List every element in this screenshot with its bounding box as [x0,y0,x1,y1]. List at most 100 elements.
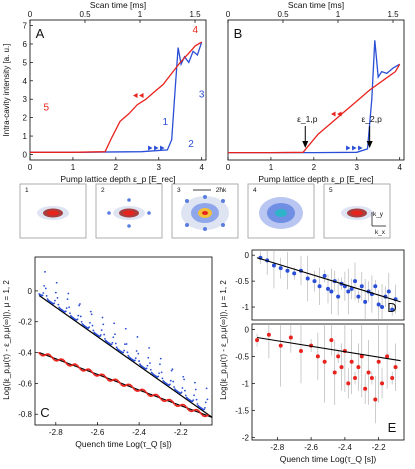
x-axis-title: Pump lattice depth ε_p [E_rec] [258,174,373,184]
data-point-red [170,399,173,402]
data-point-blue [159,357,162,360]
y-tick-label: 2 [23,114,28,123]
data-point-blue [173,386,176,388]
data-point-blue [172,380,175,383]
direction-arrow [160,145,165,151]
data-point-blue [136,336,139,338]
data-point [288,335,293,340]
data-point-blue [193,394,195,397]
fit-line [256,257,401,303]
y-tick-label: -1 [242,379,250,388]
data-point [329,338,334,343]
data-point [315,354,320,359]
x-tick-label: 3 [157,163,162,172]
data-point-blue [146,364,149,367]
top-tick-label: 1.5 [189,10,201,19]
marker-label: 5 [44,102,50,113]
x-tick-label: -2.2 [372,443,386,452]
top-tick-label: 1 [138,10,143,19]
data-point-red [105,377,108,380]
y-axis-title: Log(|ε_p,μ(τ) - ε_p,μ(∞)|), μ = 1, 2 [2,280,11,400]
snapshot-cloud [123,210,135,216]
annotation-label: ε_2,p [361,114,382,124]
snapshot-peak [203,227,207,231]
top-tick-label: 0 [226,10,231,19]
data-point-red [64,361,67,364]
data-point [285,268,290,273]
data-point-red [199,411,202,414]
panel-label: E [388,420,397,435]
annotation-label: ε_1,p [297,114,318,124]
data-point [278,343,283,348]
data-point-blue [149,362,151,364]
x-tick-label: 1 [269,163,274,172]
data-point-blue [89,310,92,313]
y-tick-label: -2 [242,433,250,442]
x-tick-label: 4 [397,163,402,172]
annotation-arrowhead [366,141,373,149]
data-point [390,307,395,312]
y-axis-title: Log(|ε_p,μ(τ) - ε_p,μ(∞)|), μ = 1, 2 [219,280,228,400]
data-point-blue [88,326,91,329]
direction-arrow [346,145,351,151]
series-line-1 [30,41,203,153]
data-point-blue [157,375,160,378]
fit-line [256,336,401,362]
data-point-blue [66,298,69,301]
data-point-blue [124,343,126,346]
scale-bar-label: 2ħk [216,187,227,194]
x-tick-label: -2.2 [174,428,188,437]
data-point-red [65,362,68,365]
k-axis-y-label: k_y [373,211,384,218]
data-point-blue [104,337,106,340]
data-point-blue [122,351,125,354]
x-axis-title: Pump lattice depth ε_p [E_rec] [60,174,175,184]
y-tick-label: -0.2 [18,318,32,327]
y-tick-label: 0 [28,287,33,296]
y-tick-label: 7 [23,22,28,31]
data-point-red [75,363,78,366]
x-tick-label: -2.8 [270,443,284,452]
series-line-2 [30,41,203,153]
top-tick-label: 0.5 [277,10,289,19]
data-point [393,365,398,370]
direction-arrow [133,93,138,99]
data-point [349,359,354,364]
x-tick-label: 2 [312,163,317,172]
y-tick-label: -1.5 [235,406,249,415]
direction-arrow [331,111,336,117]
x-axis-title: Quench time Log(τ_Q [s]) [75,439,172,449]
data-point [386,289,391,294]
data-point-red [90,370,93,373]
x-tick-label: -2.8 [49,428,63,437]
data-point [312,279,317,284]
data-point-red [118,381,121,384]
data-point-red [184,405,187,408]
data-point-blue [64,310,67,313]
snapshot-peak [127,224,131,228]
series-line-2 [228,63,401,154]
data-point-blue [147,356,150,359]
data-point-blue [203,408,205,411]
data-point-blue [76,318,79,321]
snapshot-peak [107,211,111,215]
y-tick-label: -1 [242,303,250,312]
data-point-blue [135,350,138,352]
data-point-blue [113,322,116,325]
data-point [298,348,303,353]
data-point-red [103,374,106,377]
y-tick-label: 4 [23,77,28,86]
data-point-blue [44,270,46,273]
data-point-blue [184,389,186,392]
data-point [369,375,374,380]
data-point-blue [57,303,60,306]
data-point [349,286,354,291]
data-point-blue [170,369,173,372]
data-point [376,359,381,364]
data-point-blue [55,281,58,284]
data-point-blue [78,304,81,307]
data-point-blue [123,349,126,352]
data-point-blue [67,292,70,295]
y-tick-label: -0.4 [18,349,32,358]
snapshot-label: 5 [329,187,333,194]
